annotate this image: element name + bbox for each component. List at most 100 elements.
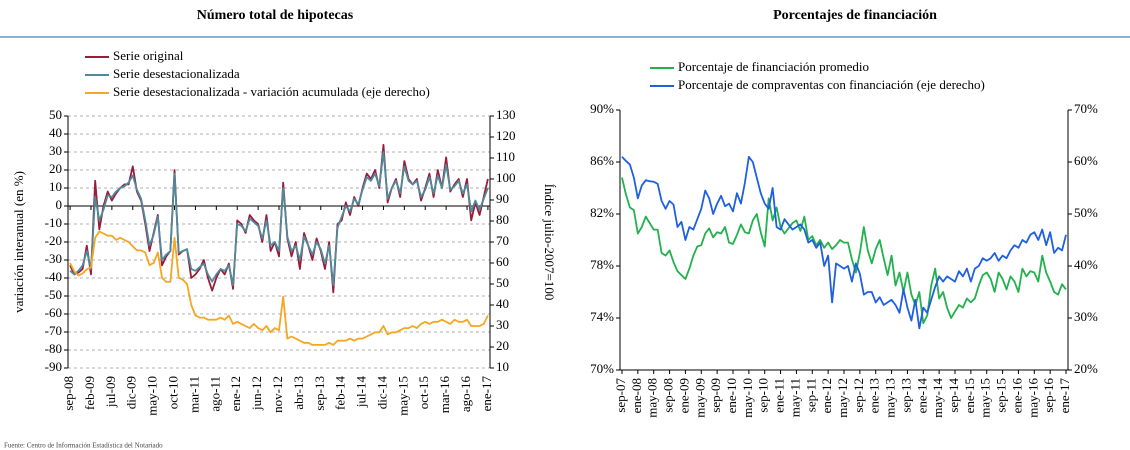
y-tick-label: -80 bbox=[45, 341, 62, 356]
x-tick-label: sep-16 bbox=[1041, 378, 1056, 413]
series-line bbox=[621, 155, 1067, 330]
y-tick-label: -10 bbox=[45, 215, 62, 230]
y2-tick-label: 120 bbox=[496, 128, 516, 143]
y-tick-label: -90 bbox=[45, 359, 62, 374]
x-tick-label: may-10 bbox=[740, 378, 755, 418]
x-tick-label: ago-11 bbox=[207, 376, 222, 412]
legend-label: Porcentaje de financiación promedio bbox=[678, 59, 869, 74]
x-tick-label: ene-12 bbox=[819, 378, 834, 413]
x-tick-label: ene-17 bbox=[479, 376, 494, 412]
y-tick-label: 86% bbox=[590, 153, 614, 168]
y2-tick-label: 110 bbox=[496, 149, 515, 164]
y-tick-label: 70% bbox=[590, 361, 614, 376]
x-tick-label: feb-09 bbox=[82, 376, 97, 410]
y2-tick-label: 20% bbox=[1074, 361, 1098, 376]
x-tick-label: sep-11 bbox=[803, 378, 818, 412]
y-tick-label: 74% bbox=[590, 309, 614, 324]
x-tick-label: ene-09 bbox=[676, 378, 691, 413]
x-tick-label: may-12 bbox=[835, 378, 850, 418]
x-tick-label: may-14 bbox=[930, 378, 945, 418]
x-tick-label: may-11 bbox=[787, 378, 802, 417]
x-tick-label: ene-10 bbox=[724, 378, 739, 413]
y-tick-label: 0 bbox=[56, 197, 63, 212]
x-tick-label: ene-17 bbox=[1057, 378, 1072, 414]
x-tick-label: jul-09 bbox=[103, 376, 118, 408]
x-tick-label: dic-14 bbox=[374, 376, 389, 410]
x-tick-label: sep-13 bbox=[898, 378, 913, 413]
y-tick-label: -40 bbox=[45, 269, 62, 284]
x-tick-label: may-10 bbox=[145, 376, 160, 416]
y2-tick-label: 70% bbox=[1074, 101, 1098, 116]
x-tick-label: sep-15 bbox=[994, 378, 1009, 413]
x-tick-label: ene-08 bbox=[629, 378, 644, 413]
x-tick-label: abr-13 bbox=[291, 376, 306, 410]
x-tick-label: may-15 bbox=[978, 378, 993, 418]
y-tick-label: 10 bbox=[49, 179, 62, 194]
y2-tick-label: 10 bbox=[496, 359, 509, 374]
x-tick-label: jul-14 bbox=[354, 376, 369, 409]
y-tick-label: 90% bbox=[590, 101, 614, 116]
y-tick-label: -50 bbox=[45, 287, 62, 302]
y-tick-label: 50 bbox=[49, 107, 62, 122]
x-tick-label: mar-11 bbox=[186, 376, 201, 413]
y-tick-label: 40 bbox=[49, 125, 62, 140]
x-tick-label: oct-10 bbox=[166, 376, 181, 409]
y2-tick-label: 30 bbox=[496, 317, 509, 332]
y2-tick-label: 40% bbox=[1074, 257, 1098, 272]
x-tick-label: may-08 bbox=[645, 378, 660, 418]
y-axis-label: variación interanual (en %) bbox=[11, 171, 26, 313]
series-line bbox=[69, 230, 489, 346]
y2-tick-label: 40 bbox=[496, 296, 509, 311]
x-tick-label: sep-08 bbox=[61, 376, 76, 411]
y-tick-label: -70 bbox=[45, 323, 62, 338]
x-tick-label: may-13 bbox=[883, 378, 898, 418]
x-tick-label: ene-11 bbox=[772, 378, 787, 413]
y2-tick-label: 30% bbox=[1074, 309, 1098, 324]
chart-title: Porcentajes de financiación bbox=[773, 8, 937, 23]
y2-tick-label: 70 bbox=[496, 233, 509, 248]
y-tick-label: -60 bbox=[45, 305, 62, 320]
x-tick-label: sep-07 bbox=[613, 378, 628, 413]
x-tick-label: sep-14 bbox=[946, 378, 961, 413]
y2-tick-label: 130 bbox=[496, 107, 516, 122]
series-line bbox=[69, 151, 489, 287]
y-tick-label: 78% bbox=[590, 257, 614, 272]
legend-label: Serie desestacionalizada bbox=[113, 66, 240, 81]
x-tick-label: sep-13 bbox=[312, 376, 327, 411]
x-tick-label: mar-16 bbox=[437, 376, 452, 414]
y2-tick-label: 20 bbox=[496, 338, 509, 353]
series-line bbox=[621, 177, 1067, 325]
y2-tick-label: 60% bbox=[1074, 153, 1098, 168]
y2-tick-label: 50% bbox=[1074, 205, 1098, 220]
y-tick-label: 20 bbox=[49, 161, 62, 176]
x-tick-label: may-09 bbox=[692, 378, 707, 418]
y-tick-label: 30 bbox=[49, 143, 62, 158]
x-tick-label: ene-15 bbox=[962, 378, 977, 413]
x-tick-label: sep-09 bbox=[708, 378, 723, 413]
x-tick-label: jun-12 bbox=[249, 376, 264, 411]
y2-axis-label: Índice julio-2007=100 bbox=[542, 184, 557, 301]
x-tick-label: ene-13 bbox=[867, 378, 882, 413]
x-tick-label: ago-16 bbox=[458, 376, 473, 413]
legend-label: Porcentaje de compraventas con financiac… bbox=[678, 77, 985, 92]
x-tick-label: feb-14 bbox=[333, 376, 348, 410]
x-tick-label: ene-14 bbox=[914, 378, 929, 414]
y2-tick-label: 50 bbox=[496, 275, 509, 290]
y2-tick-label: 60 bbox=[496, 254, 509, 269]
x-tick-label: may-16 bbox=[1025, 378, 1040, 418]
x-tick-label: nov-12 bbox=[270, 376, 285, 413]
y-tick-label: -30 bbox=[45, 251, 62, 266]
chart-title: Número total de hipotecas bbox=[197, 8, 354, 23]
y2-tick-label: 90 bbox=[496, 191, 509, 206]
y2-tick-label: 100 bbox=[496, 170, 516, 185]
x-tick-label: sep-08 bbox=[661, 378, 676, 413]
y-tick-label: 82% bbox=[590, 205, 614, 220]
x-tick-label: ene-12 bbox=[228, 376, 243, 411]
x-tick-label: ene-16 bbox=[1009, 378, 1024, 414]
x-tick-label: sep-10 bbox=[756, 378, 771, 413]
y2-tick-label: 80 bbox=[496, 212, 509, 227]
legend-label: Serie original bbox=[113, 48, 184, 63]
legend-label: Serie desestacionalizada - variación acu… bbox=[113, 84, 430, 99]
x-tick-label: oct-15 bbox=[416, 376, 431, 409]
